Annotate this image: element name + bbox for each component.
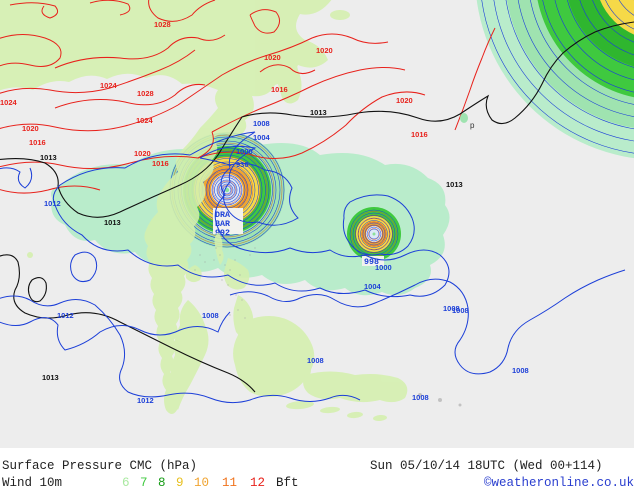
svg-text:1013: 1013: [310, 108, 327, 117]
svg-text:1008: 1008: [452, 306, 469, 315]
svg-text:1020: 1020: [316, 46, 333, 55]
svg-text:Bft: Bft: [276, 476, 299, 490]
svg-text:BAR: BAR: [215, 220, 230, 229]
svg-text:1000: 1000: [236, 147, 253, 156]
svg-text:1028: 1028: [137, 89, 154, 98]
svg-text:1013: 1013: [42, 373, 59, 382]
svg-text:1016: 1016: [29, 138, 46, 147]
svg-text:p: p: [470, 121, 475, 130]
svg-text:7: 7: [140, 476, 148, 490]
svg-text:9: 9: [176, 476, 184, 490]
svg-text:1013: 1013: [446, 180, 463, 189]
svg-text:1012: 1012: [44, 199, 61, 208]
svg-text:1016: 1016: [152, 159, 169, 168]
svg-text:6: 6: [122, 476, 130, 490]
svg-text:1020: 1020: [22, 124, 39, 133]
svg-text:Wind 10m: Wind 10m: [2, 476, 62, 490]
svg-text:1020: 1020: [134, 149, 151, 158]
svg-text:©weatheronline.co.uk: ©weatheronline.co.uk: [484, 476, 634, 490]
svg-text:936: 936: [236, 160, 249, 169]
svg-text:1013: 1013: [40, 153, 57, 162]
svg-text:DRA: DRA: [215, 211, 230, 220]
svg-text:11: 11: [222, 476, 237, 490]
svg-text:1004: 1004: [364, 282, 382, 291]
svg-text:1020: 1020: [396, 96, 413, 105]
svg-text:1012: 1012: [137, 396, 154, 405]
svg-text:1000: 1000: [375, 263, 392, 272]
svg-text:12: 12: [250, 476, 265, 490]
svg-text:Surface Pressure CMC (hPa): Surface Pressure CMC (hPa): [2, 459, 197, 473]
svg-text:1024: 1024: [100, 81, 118, 90]
svg-text:1013: 1013: [104, 218, 121, 227]
svg-text:1024: 1024: [0, 98, 18, 107]
svg-text:10: 10: [194, 476, 209, 490]
svg-text:1008: 1008: [253, 119, 270, 128]
svg-text:1016: 1016: [271, 85, 288, 94]
svg-text:1008: 1008: [412, 393, 429, 402]
svg-text:1004: 1004: [253, 133, 271, 142]
svg-text:Sun 05/10/14 18UTC (Wed 00+11: Sun 05/10/14 18UTC (Wed 00+114): [370, 459, 603, 473]
svg-text:1028: 1028: [154, 20, 171, 29]
svg-text:1016: 1016: [411, 130, 428, 139]
svg-text:1008: 1008: [202, 311, 219, 320]
svg-text:1024: 1024: [136, 116, 154, 125]
svg-text:1008: 1008: [512, 366, 529, 375]
svg-text:1020: 1020: [264, 53, 281, 62]
svg-text:8: 8: [158, 476, 166, 490]
svg-text:1012: 1012: [57, 311, 74, 320]
svg-text:1008: 1008: [307, 356, 324, 365]
